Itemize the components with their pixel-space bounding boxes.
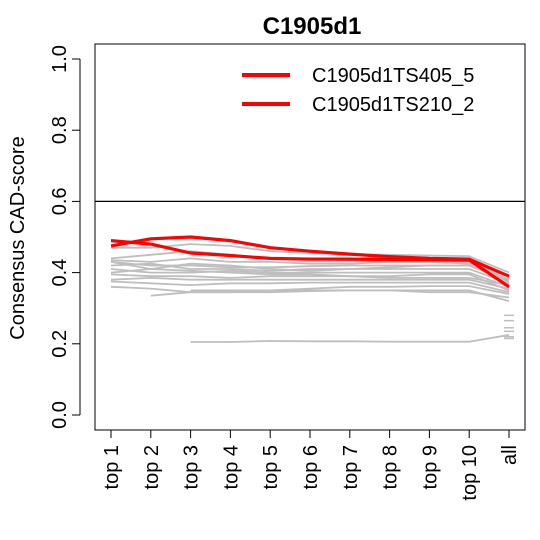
background-series-line-8	[110, 268, 510, 292]
x-tick-label: top 7	[340, 445, 362, 489]
y-tick-label: 0.0	[49, 401, 71, 429]
legend-label: C1905d1TS405_5	[312, 65, 474, 87]
background-series-line-6	[110, 262, 510, 285]
x-tick-label: top 10	[459, 445, 481, 501]
x-tick-label: top 1	[101, 445, 123, 489]
x-tick-label: top 2	[141, 445, 163, 489]
background-series-line-11	[110, 280, 510, 294]
x-tick-label: top 5	[260, 445, 282, 489]
y-tick-label: 0.8	[49, 116, 71, 144]
background-series-line-15	[110, 261, 510, 281]
all-points-group	[504, 314, 514, 340]
y-axis: 0.0 0.2 0.4 0.6 0.8 1.0	[49, 45, 81, 429]
y-tick-label: 0.4	[49, 259, 71, 287]
highlight-series-line-1	[110, 235, 510, 278]
legend: C1905d1TS405_5 C1905d1TS210_2	[242, 65, 474, 116]
chart-title: C1905d1	[263, 13, 362, 40]
series-group	[110, 235, 510, 343]
y-tick-label: 0.6	[49, 187, 71, 215]
y-axis-label: Consensus CAD-score	[7, 136, 29, 339]
background-series-line-16	[190, 334, 510, 343]
y-tick-label: 1.0	[49, 45, 71, 73]
background-series-line-10	[110, 277, 510, 290]
background-series-line-12	[110, 285, 510, 295]
x-tick-label: top 3	[181, 445, 203, 489]
x-tick-label: all	[499, 445, 521, 465]
x-tick-label: top 8	[380, 445, 402, 489]
legend-label: C1905d1TS210_2	[312, 94, 474, 116]
background-series-line-7	[110, 268, 510, 288]
background-series-line-2	[111, 243, 510, 274]
background-series-line-4	[110, 257, 510, 278]
x-tick-label: top 4	[220, 445, 242, 489]
background-series-line-14	[190, 289, 510, 299]
x-tick-label: top 9	[419, 445, 441, 489]
x-axis: top 1 top 2 top 3 top 4 top 5 top 6 top 7 top 8…	[101, 429, 521, 501]
x-tick-label: top 6	[300, 445, 322, 489]
background-series-line-9	[110, 273, 510, 286]
y-tick-label: 0.2	[49, 330, 71, 358]
